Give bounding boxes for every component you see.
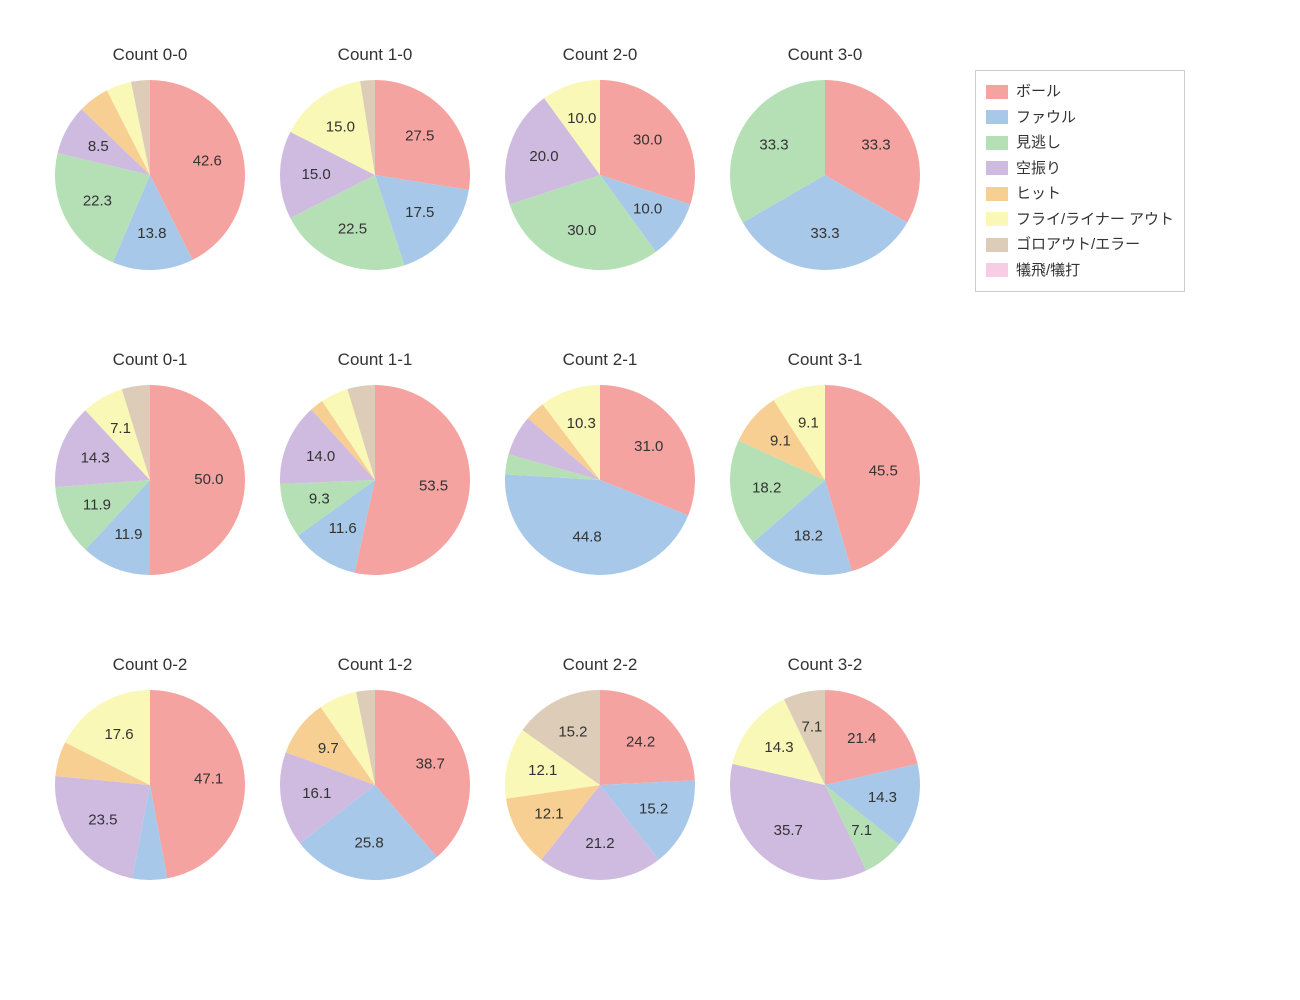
pie-slice-label: 17.6: [104, 726, 133, 743]
legend-item: ファウル: [986, 105, 1174, 131]
legend-item: 空振り: [986, 156, 1174, 182]
pie-slice-label: 35.7: [774, 822, 803, 839]
pie-slice-label: 15.2: [558, 724, 587, 741]
legend-label: フライ/ライナー アウト: [1016, 207, 1174, 233]
pie-slice-label: 24.2: [626, 733, 655, 750]
legend-label: ゴロアウト/エラー: [1016, 232, 1140, 258]
pie-slice-label: 22.3: [83, 193, 112, 210]
pie-slice-label: 50.0: [194, 471, 223, 488]
pie-slice-label: 10.0: [567, 110, 596, 127]
legend-swatch: [986, 85, 1008, 99]
legend-item: フライ/ライナー アウト: [986, 207, 1174, 233]
pie-slice-label: 30.0: [567, 222, 596, 239]
legend-item: ボール: [986, 79, 1174, 105]
pie-slice-label: 7.1: [851, 822, 872, 839]
pie-slice-label: 10.3: [567, 415, 596, 432]
pie-slice-label: 8.5: [88, 138, 109, 155]
pie-slice-label: 33.3: [759, 137, 788, 154]
pie-chart: 31.0 44.8 10.3: [475, 355, 725, 605]
pie-slice-label: 18.2: [752, 479, 781, 496]
pie-slice-label: 27.5: [405, 128, 434, 145]
pie-chart: 45.5 18.2 18.2 9.1 9.1: [700, 355, 950, 605]
pie-slice-label: 47.1: [194, 771, 223, 788]
legend: ボールファウル見逃し空振りヒットフライ/ライナー アウトゴロアウト/エラー犠飛/…: [975, 70, 1185, 292]
pie-slice-label: 14.3: [81, 449, 110, 466]
pie-slice-label: 7.1: [110, 420, 131, 437]
pie-slice-label: 15.0: [301, 166, 330, 183]
legend-swatch: [986, 110, 1008, 124]
pie-chart: 21.4 14.3 7.1 35.7 14.3 7.1: [700, 660, 950, 910]
legend-item: 犠飛/犠打: [986, 258, 1174, 284]
pie-chart: 30.0 10.0 30.0 20.0 10.0: [475, 50, 725, 300]
pie-slice-label: 30.0: [633, 131, 662, 148]
pie-slice-label: 22.5: [338, 220, 367, 237]
legend-swatch: [986, 161, 1008, 175]
pie-chart: 53.5 11.6 9.3 14.0: [250, 355, 500, 605]
legend-label: ファウル: [1016, 105, 1076, 131]
legend-swatch: [986, 212, 1008, 226]
pie-chart: 27.5 17.5 22.5 15.0 15.0: [250, 50, 500, 300]
legend-label: ボール: [1016, 79, 1061, 105]
pie-slice-label: 7.1: [802, 719, 823, 736]
pie-slice-label: 33.3: [810, 225, 839, 242]
pie-slice-label: 44.8: [573, 528, 602, 545]
pie-slice-label: 33.3: [861, 137, 890, 154]
legend-label: 犠飛/犠打: [1016, 258, 1080, 284]
pie-chart: 38.7 25.8 16.1 9.7: [250, 660, 500, 910]
pie-slice-label: 13.8: [137, 225, 166, 242]
pie-slice-label: 11.9: [114, 526, 142, 543]
pie-slice-label: 45.5: [869, 463, 898, 480]
pie-slice-label: 9.7: [318, 740, 339, 757]
legend-swatch: [986, 238, 1008, 252]
pie-slice-label: 21.4: [847, 730, 876, 747]
pie-slice-label: 25.8: [354, 835, 383, 852]
pie-slice-label: 11.6: [329, 520, 357, 537]
pie-slice-label: 38.7: [416, 755, 445, 772]
legend-item: 見逃し: [986, 130, 1174, 156]
legend-item: ゴロアウト/エラー: [986, 232, 1174, 258]
pie-slice-label: 18.2: [794, 527, 823, 544]
pie-chart: 33.3 33.3 33.3: [700, 50, 950, 300]
legend-item: ヒット: [986, 181, 1174, 207]
pie-slice-label: 15.0: [326, 118, 355, 135]
chart-grid: Count 0-042.613.822.38.5Count 1-027.517.…: [0, 0, 1300, 1000]
pie-slice-label: 9.1: [770, 432, 791, 449]
pie-slice-label: 10.0: [633, 201, 662, 218]
pie-slice-label: 17.5: [405, 204, 434, 221]
pie-chart: 42.6 13.8 22.3 8.5: [25, 50, 275, 300]
pie-chart: 47.1 23.5 17.6: [25, 660, 275, 910]
pie-slice-label: 14.3: [868, 789, 897, 806]
legend-swatch: [986, 187, 1008, 201]
pie-slice-label: 14.3: [764, 739, 793, 756]
pie-chart: 50.0 11.911.9 14.37.1: [25, 355, 275, 605]
pie-slice-label: 16.1: [302, 785, 331, 802]
pie-slice-label: 23.5: [88, 811, 117, 828]
pie-slice-label: 42.6: [193, 152, 222, 169]
pie-chart: 24.2 15.2 21.2 12.1 12.1 15.2: [475, 660, 725, 910]
legend-swatch: [986, 136, 1008, 150]
pie-slice-label: 14.0: [306, 448, 335, 465]
pie-slice-label: 53.5: [419, 477, 448, 494]
legend-label: 見逃し: [1016, 130, 1061, 156]
legend-label: ヒット: [1016, 181, 1061, 207]
pie-slice-label: 31.0: [634, 438, 663, 455]
pie-slice-label: 20.0: [529, 148, 558, 165]
pie-slice-label: 12.1: [528, 762, 557, 779]
pie-slice-label: 9.3: [309, 490, 330, 507]
legend-label: 空振り: [1016, 156, 1061, 182]
pie-slice-label: 9.1: [798, 414, 819, 431]
pie-slice-label: 12.1: [534, 805, 563, 822]
pie-slice-label: 21.2: [585, 835, 614, 852]
legend-swatch: [986, 263, 1008, 277]
pie-slice-label: 15.2: [639, 800, 668, 817]
pie-slice-label: 11.9: [83, 497, 111, 514]
